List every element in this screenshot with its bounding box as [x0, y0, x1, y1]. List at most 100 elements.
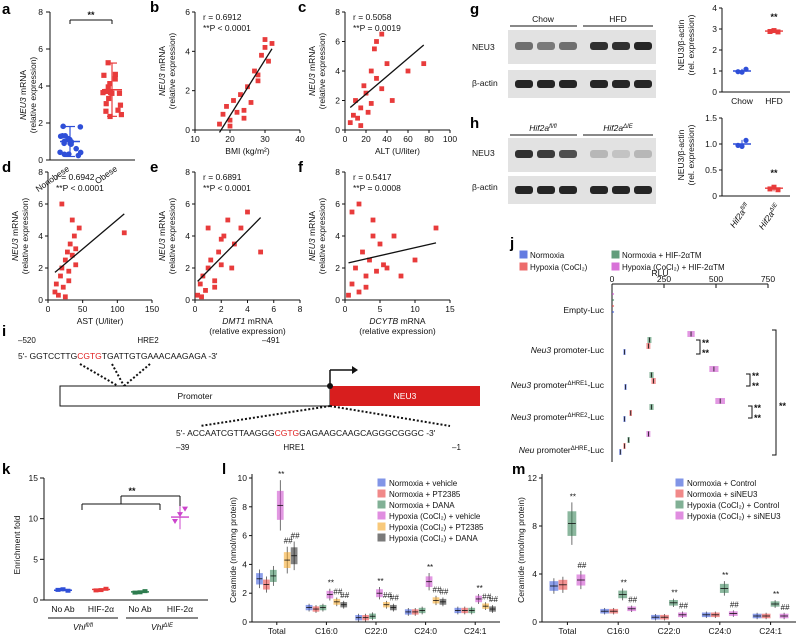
ytick-label-d: 8 — [38, 167, 43, 177]
hre2-left-coord: –520 — [18, 336, 36, 345]
lane-label-die: Hif2aΔIE — [603, 123, 634, 133]
xtick-label-f: 0 — [343, 304, 348, 314]
band-neu3 — [559, 42, 577, 50]
l-sig: ** — [377, 577, 383, 586]
regression-line-b — [218, 48, 273, 133]
ytick-label-e: 0 — [185, 295, 190, 305]
ylabel-c: NEU3 mRNA — [307, 46, 317, 96]
r-value-b: r = 0.6912 — [203, 12, 242, 22]
l-sig: ## — [489, 595, 498, 604]
g-ytick-label: 1 — [712, 66, 717, 76]
scatter-point-c — [374, 75, 379, 81]
scatter-point-b — [220, 111, 226, 117]
panel-b: b NEU3 mRNA (relative expression) 0 2 4 6 10 20 3… — [150, 0, 305, 156]
band-actin — [590, 186, 608, 194]
panel-h: h Hif2afl/fl Hif2aΔIE NEU3 β-actin NEU3/… — [470, 113, 790, 231]
a-point — [107, 81, 113, 87]
l-ytick-label: 10 — [238, 473, 248, 483]
l-sig: ** — [477, 584, 483, 593]
scatter-point-b — [241, 107, 247, 113]
hre2-name: HRE2 — [137, 336, 159, 345]
scatter-point-e — [212, 278, 218, 284]
k-point — [132, 590, 138, 595]
l-legend-item: Normoxia + DANA — [389, 501, 455, 510]
sig-k: ** — [128, 486, 136, 496]
m-legend-swatch — [675, 489, 684, 498]
j-bracket — [746, 373, 751, 387]
ylabel-e: NEU3 mRNA — [157, 211, 167, 261]
scatter-point-b — [255, 78, 261, 84]
xlabel2-f: (relative expression) — [359, 326, 436, 336]
xtick-label-e: 8 — [298, 304, 303, 314]
sig-a: ** — [87, 10, 95, 20]
l-legend-swatch — [377, 500, 386, 509]
p-value-c: **P = 0.0019 — [353, 23, 401, 33]
lane-label-hfd: HFD — [609, 14, 626, 24]
k-group-2: HIF-2α — [88, 604, 114, 614]
scatter-point-d — [69, 217, 75, 223]
band-neu3 — [590, 150, 608, 158]
j-row-label: Neu3 promoterΔHRE1-Luc — [511, 380, 605, 390]
h-point — [767, 186, 773, 192]
scatter-point-e — [258, 249, 264, 255]
ytick-label-f: 2 — [335, 263, 340, 273]
j-legend-item: Hypoxia (CoCl₂) + HIF-2αTM — [622, 263, 725, 272]
g-ytick-label: 0 — [712, 87, 717, 97]
ytick-label-f: 0 — [335, 295, 340, 305]
l-sig: ## — [390, 594, 399, 603]
m-category-label: C16:0 — [607, 626, 630, 636]
scatter-point-d — [53, 281, 59, 287]
xtick-label-b: 30 — [260, 134, 270, 144]
scatter-point-f — [349, 281, 355, 287]
xtick-label-c: 100 — [443, 134, 457, 144]
scatter-point-f — [346, 292, 351, 298]
scatter-point-f — [360, 249, 365, 255]
hre1-sequence: 5'- ACCAATCGTTAAGGGCGTGGAGAAGCAAGCAGGGCG… — [176, 428, 436, 438]
hre2-sequence: 5'- GGTCCTTGCGTGTGATTGTGAAACAAGAGA -3' — [18, 351, 218, 361]
m-sig: ## — [730, 600, 739, 609]
band-actin — [590, 80, 608, 88]
scatter-point-e — [205, 265, 211, 271]
ytick-label-e: 2 — [185, 263, 190, 273]
scatter-point-e — [199, 294, 204, 300]
scatter-point-d — [71, 233, 77, 239]
ylabel-l: Ceramide (nmol/mg protein) — [228, 497, 238, 603]
a-point — [103, 88, 109, 95]
scatter-point-b — [227, 117, 233, 123]
m-sig: ** — [621, 578, 627, 587]
scatter-point-f — [356, 289, 362, 295]
xtick-label-c: 40 — [382, 134, 392, 144]
a-ytick: 0 — [38, 155, 43, 165]
k-ytick-label: 0 — [33, 595, 38, 605]
regression-line-f — [348, 242, 437, 264]
lane-label-chow: Chow — [532, 14, 555, 24]
r-value-d: r = 0.6942 — [56, 172, 95, 182]
scatter-point-b — [248, 100, 254, 105]
m-ytick-label: 8 — [532, 521, 537, 531]
band-actin — [537, 80, 555, 88]
xtick-label-f: 10 — [410, 304, 420, 314]
scatter-point-d — [66, 268, 72, 274]
a-point — [60, 123, 66, 130]
m-sig: ## — [628, 596, 637, 605]
hre1-name: HRE1 — [283, 443, 305, 452]
ylabel2-a: (relative expression) — [28, 57, 38, 134]
scatter-point-c — [368, 68, 374, 74]
j-sig: ** — [754, 413, 762, 423]
k-ytick-label: 10 — [29, 514, 39, 524]
scatter-point-f — [398, 273, 404, 279]
scatter-point-b — [217, 121, 222, 127]
panel-label-m: m — [512, 461, 525, 478]
l-sig: ## — [482, 592, 491, 601]
m-sig: ** — [773, 590, 779, 599]
j-legend-item: Hypoxia (CoCl₂) — [530, 263, 588, 272]
panel-l: l Ceramide (nmol/mg protein) 0 2 4 6 8 10 Tota… — [222, 461, 500, 636]
k-point — [93, 588, 99, 593]
scatter-point-c — [379, 31, 385, 37]
scatter-point-c — [372, 46, 377, 52]
h-ytick-label: 0.5 — [705, 165, 717, 175]
xlabel2-e: (relative expression) — [209, 326, 286, 336]
h-ytick-label: 1.0 — [705, 139, 717, 149]
